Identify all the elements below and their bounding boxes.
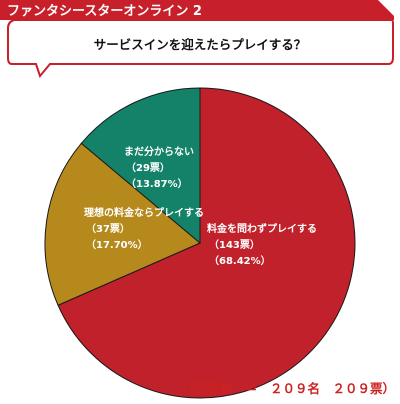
question-bubble-shape — [7, 19, 394, 79]
question-bubble: サービスインを迎えたらプレイする？ — [7, 19, 394, 79]
pie-votes-undecided: （29票） — [126, 161, 170, 174]
question-text: サービスインを迎えたらプレイする？ — [94, 37, 307, 52]
pie-chart — [44, 87, 356, 399]
pie-slice-ideal-price — [44, 142, 201, 306]
header-banner: ファンタシースターオンライン 2 — [0, 0, 394, 20]
header-bar — [0, 0, 394, 20]
footer-summary: （回答数 ＝ ２０９名 ２０９票） — [182, 381, 395, 396]
pie-slice-pay-any — [57, 87, 356, 399]
pie-percent-undecided: （13.87%） — [126, 177, 188, 190]
pie-percent-pay-any: （68.42%） — [209, 254, 271, 267]
pie-labels: 料金を問わずプレイする （143票） （68.42%） 理想の料金ならプレイする （37… — [84, 145, 317, 267]
pie-percent-ideal-price: （17.70%） — [86, 238, 148, 251]
pie-label-undecided: まだ分からない — [124, 145, 194, 158]
pie-label-ideal-price: 理想の料金ならプレイする — [84, 206, 204, 219]
pie-slice-undecided — [80, 87, 201, 245]
pie-votes-ideal-price: （37票） — [86, 222, 130, 235]
pie-votes-pay-any: （143票） — [209, 238, 260, 251]
header-title: ファンタシースターオンライン 2 — [7, 4, 202, 19]
pie-label-pay-any: 料金を問わずプレイする — [207, 222, 317, 235]
